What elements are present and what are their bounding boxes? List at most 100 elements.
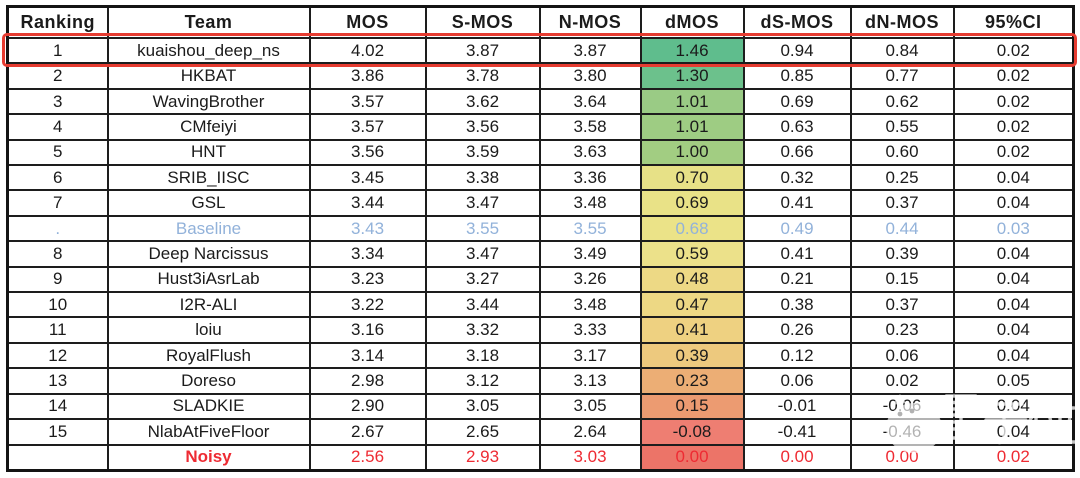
cell-dmos-heatmap: 0.41 <box>639 316 745 344</box>
cell-ds-mos: 0.63 <box>742 113 852 141</box>
cell-n-mos: 2.64 <box>538 418 642 446</box>
table-row: 3 WavingBrother 3.57 3.62 3.64 1.01 0.69 0.62 0.… <box>6 87 1075 116</box>
cell-n-mos: 3.26 <box>538 265 642 294</box>
cell-s-mos: 2.65 <box>424 418 541 446</box>
cell-95ci: 0.02 <box>952 36 1075 65</box>
cell-dmos-heatmap: 1.01 <box>639 113 745 141</box>
cell-n-mos: 3.49 <box>538 240 642 268</box>
table-row: 2 HKBAT 3.86 3.78 3.80 1.30 0.85 0.77 0.02 <box>6 62 1075 90</box>
cell-ranking: 6 <box>6 164 109 192</box>
cell-95ci: 0.04 <box>952 316 1075 344</box>
cell-dmos-heatmap: 0.70 <box>639 164 745 192</box>
cell-s-mos: 2.93 <box>424 443 541 472</box>
cell-dn-mos: 0.06 <box>849 341 955 370</box>
cell-mos: 3.34 <box>308 240 427 268</box>
cell-team: Noisy <box>106 443 311 472</box>
cell-ds-mos: 0.32 <box>742 164 852 192</box>
cell-95ci: 0.02 <box>952 62 1075 90</box>
cell-team: Deep Narcissus <box>106 240 311 268</box>
cell-dn-mos: 0.62 <box>849 87 955 116</box>
cell-mos: 3.44 <box>308 189 427 217</box>
cell-dn-mos: 0.00 <box>849 443 955 472</box>
col-header-95ci: 95%CI <box>952 5 1075 39</box>
cell-95ci: 0.04 <box>952 240 1075 268</box>
cell-ds-mos: 0.12 <box>742 341 852 370</box>
cell-95ci: 0.02 <box>952 87 1075 116</box>
table-row: 14 SLADKIE 2.90 3.05 3.05 0.15 -0.01 -0.06 0.04 <box>6 392 1075 421</box>
cell-ranking: 12 <box>6 341 109 370</box>
cell-ranking: 11 <box>6 316 109 344</box>
cell-n-mos: 3.87 <box>538 36 642 65</box>
cell-mos: 2.98 <box>308 367 427 395</box>
table-row: 15 NlabAtFiveFloor 2.67 2.65 2.64 -0.08 -0.41-… <box>6 418 1075 446</box>
cell-ranking <box>6 443 109 472</box>
cell-n-mos: 3.63 <box>538 138 642 167</box>
cell-mos: 3.14 <box>308 341 427 370</box>
table-body: 1 kuaishou_deep_ns 4.02 3.87 3.87 1.46 0.94 0.8… <box>6 36 1075 472</box>
cell-ds-mos: 0.69 <box>742 87 852 116</box>
table-row: Noisy 2.56 2.93 3.03 0.00 0.00 0.00 0.02 <box>6 443 1075 472</box>
cell-95ci: 0.03 <box>952 214 1075 243</box>
cell-s-mos: 3.12 <box>424 367 541 395</box>
cell-dmos-heatmap: 0.59 <box>639 240 745 268</box>
table-row: 6 SRIB_IISC 3.45 3.38 3.36 0.70 0.32 0.25 0.04 <box>6 164 1075 192</box>
cell-ranking: 2 <box>6 62 109 90</box>
cell-team: CMfeiyi <box>106 113 311 141</box>
col-header-n-mos: N-MOS <box>538 5 642 39</box>
cell-dn-mos: 0.39 <box>849 240 955 268</box>
cell-dn-mos: 0.44 <box>849 214 955 243</box>
cell-ds-mos: 0.06 <box>742 367 852 395</box>
cell-95ci: 0.04 <box>952 189 1075 217</box>
cell-dmos-heatmap: 0.68 <box>639 214 745 243</box>
cell-n-mos: 3.03 <box>538 443 642 472</box>
cell-ranking: . <box>6 214 109 243</box>
cell-mos: 3.23 <box>308 265 427 294</box>
cell-s-mos: 3.78 <box>424 62 541 90</box>
cell-ds-mos: 0.21 <box>742 265 852 294</box>
cell-dmos-heatmap: 0.48 <box>639 265 745 294</box>
col-header-mos: MOS <box>308 5 427 39</box>
cell-ds-mos: -0.41 <box>742 418 852 446</box>
cell-mos: 3.57 <box>308 113 427 141</box>
table-row: 12 RoyalFlush 3.14 3.18 3.17 0.39 0.12 0.06 0.04 <box>6 341 1075 370</box>
cell-95ci: 0.02 <box>952 443 1075 472</box>
cell-ds-mos: 0.94 <box>742 36 852 65</box>
cell-team: RoyalFlush <box>106 341 311 370</box>
cell-mos: 2.90 <box>308 392 427 421</box>
cell-s-mos: 3.62 <box>424 87 541 116</box>
cell-team: kuaishou_deep_ns <box>106 36 311 65</box>
cell-ranking: 5 <box>6 138 109 167</box>
cell-n-mos: 3.58 <box>538 113 642 141</box>
cell-dmos-heatmap: 1.46 <box>639 36 745 65</box>
cell-ranking: 3 <box>6 87 109 116</box>
cell-n-mos: 3.13 <box>538 367 642 395</box>
cell-s-mos: 3.27 <box>424 265 541 294</box>
cell-mos: 2.56 <box>308 443 427 472</box>
cell-s-mos: 3.47 <box>424 240 541 268</box>
cell-s-mos: 3.55 <box>424 214 541 243</box>
cell-ranking: 10 <box>6 291 109 319</box>
cell-95ci: 0.04 <box>952 418 1075 446</box>
cell-95ci: 0.04 <box>952 341 1075 370</box>
cell-s-mos: 3.18 <box>424 341 541 370</box>
col-header-ds-mos: dS-MOS <box>742 5 852 39</box>
cell-dn-mos: 0.15 <box>849 265 955 294</box>
cell-dmos-heatmap: 1.00 <box>639 138 745 167</box>
cell-s-mos: 3.05 <box>424 392 541 421</box>
cell-team: WavingBrother <box>106 87 311 116</box>
table-row: 8 Deep Narcissus 3.34 3.47 3.49 0.59 0.41 0.39 0… <box>6 240 1075 268</box>
cell-s-mos: 3.44 <box>424 291 541 319</box>
cell-95ci: 0.04 <box>952 392 1075 421</box>
cell-dmos-heatmap: 0.15 <box>639 392 745 421</box>
cell-ranking: 7 <box>6 189 109 217</box>
cell-ds-mos: 0.41 <box>742 240 852 268</box>
cell-dmos-heatmap: 0.23 <box>639 367 745 395</box>
col-header-ranking: Ranking <box>6 5 109 39</box>
col-header-s-mos: S-MOS <box>424 5 541 39</box>
cell-team: Baseline <box>106 214 311 243</box>
cell-n-mos: 3.64 <box>538 87 642 116</box>
cell-dmos-heatmap: 0.39 <box>639 341 745 370</box>
cell-mos: 3.45 <box>308 164 427 192</box>
cell-team: HNT <box>106 138 311 167</box>
cell-dn-mos: 0.02 <box>849 367 955 395</box>
